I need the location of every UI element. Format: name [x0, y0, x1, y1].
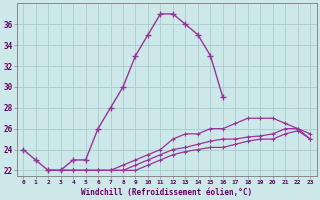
X-axis label: Windchill (Refroidissement éolien,°C): Windchill (Refroidissement éolien,°C): [81, 188, 252, 197]
